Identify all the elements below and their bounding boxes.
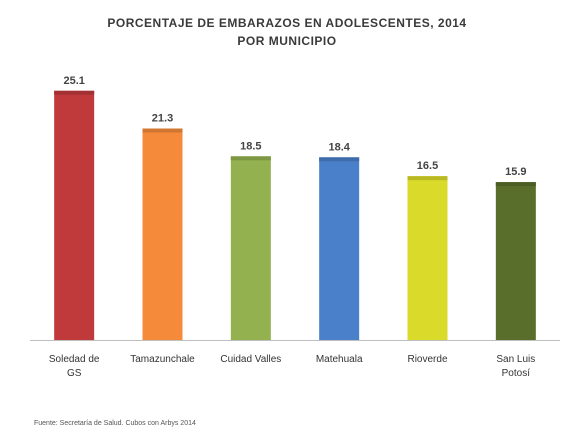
category-label-4: Rioverde [407,354,447,365]
data-label-4: 16.5 [417,160,438,172]
category-label-5: San Luis Potosí [496,354,535,379]
data-label-2: 18.5 [240,140,261,152]
bar-top-edge-1 [142,128,183,133]
bar-4 [407,176,448,340]
data-label-1: 21.3 [152,113,173,125]
bar-top-edge-5 [495,182,536,187]
bar-top-edge-0 [54,90,95,95]
bar-2 [230,156,271,340]
chart-title-line-1: PORCENTAJE DE EMBARAZOS EN ADOLESCENTES,… [107,16,467,30]
category-label-0: Soledad de GS [49,354,100,379]
data-label-3: 18.4 [328,141,350,153]
bar-0 [54,90,95,341]
data-label-5: 15.9 [505,166,526,178]
chart-title-line-2: POR MUNICIPIO [237,34,337,48]
bar-top-edge-3 [319,157,360,162]
bar-5 [495,182,536,340]
data-label-0: 25.1 [63,75,84,87]
bar-1 [142,128,183,340]
bar-top-edge-2 [230,156,271,161]
category-label-1: Tamazunchale [130,354,195,365]
category-label-2: Cuidad Valles [220,354,281,365]
source-note: Fuente: Secretaría de Salud. Cubos con A… [34,420,196,427]
bar-top-edge-4 [407,176,448,181]
category-label-3: Matehuala [316,354,363,365]
chart-title: PORCENTAJE DE EMBARAZOS EN ADOLESCENTES,… [0,14,574,50]
bar-3 [319,157,360,340]
